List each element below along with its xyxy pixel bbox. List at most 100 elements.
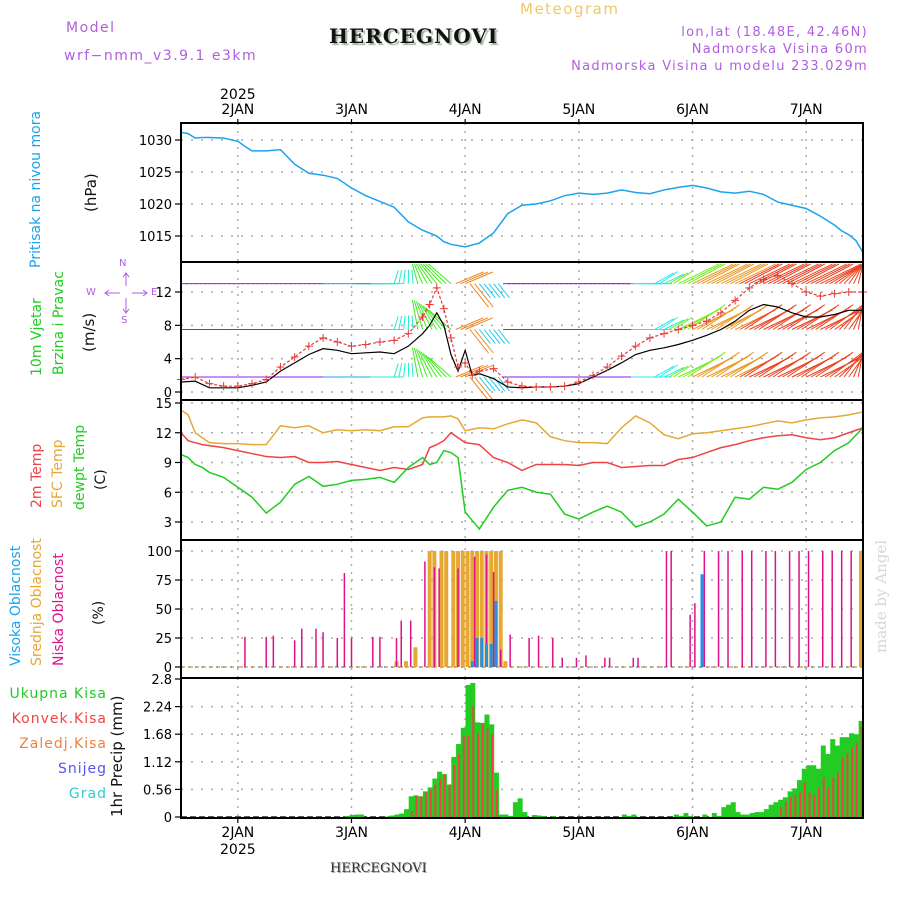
wind-gust-marker	[745, 283, 754, 292]
precip-convective-bar	[832, 777, 835, 817]
wind-arrow	[734, 263, 776, 285]
pressure-line	[180, 131, 864, 254]
wind-gust-marker	[425, 300, 434, 309]
precip-convective-bar	[789, 797, 792, 817]
location-coords: lon,lat (18.48E, 42.46N)	[681, 25, 868, 40]
y-tick-label: 1015	[139, 230, 172, 245]
x-tick-label-bottom: 4JAN	[449, 825, 482, 841]
wind-arrow	[415, 348, 428, 378]
wind-arrow	[701, 263, 740, 285]
wind-arrow	[829, 263, 864, 285]
x-tick-label-bottom: 7JAN	[790, 825, 823, 841]
wind-arrow	[730, 263, 769, 285]
wind-arrow	[673, 271, 693, 285]
wind-gust-marker	[375, 338, 384, 346]
wind-gust-marker	[830, 289, 839, 298]
precip-convective-bar	[420, 796, 423, 817]
wind-gust-marker	[262, 375, 271, 384]
wind-arrow	[403, 315, 406, 330]
precip-convective-bar	[443, 774, 446, 817]
y-tick-label: 8	[164, 319, 172, 334]
precip-total-bar	[403, 809, 409, 817]
y-tick-label: 6	[164, 486, 172, 501]
wind-arrow	[786, 351, 826, 378]
temp-sfc-line	[180, 409, 864, 446]
legend-snow: Snijeg	[57, 761, 107, 777]
precip-convective-bar	[822, 777, 825, 817]
precip-total-bar	[726, 804, 732, 817]
wind-arrow	[663, 366, 685, 378]
wind-arrow	[668, 272, 689, 285]
precip-total-bar	[754, 812, 760, 817]
precip-convective-bar	[462, 735, 465, 817]
precip-convective-bar	[424, 792, 427, 817]
wind-arrow	[488, 376, 501, 392]
y-tick-label: 1.68	[143, 728, 172, 743]
wind-arrow	[393, 315, 399, 330]
wind-arrow	[422, 352, 442, 378]
precip-total-bar	[399, 813, 405, 817]
precip-total-bar	[702, 814, 708, 817]
wind-gust-marker	[418, 313, 427, 321]
wind-arrow	[838, 306, 864, 330]
wind-arrow	[834, 357, 864, 378]
wind-arrow	[413, 263, 424, 284]
wind-gust-marker	[645, 333, 654, 342]
wind-gust-marker	[518, 382, 526, 391]
y-tick-label: 1025	[139, 166, 172, 181]
wind-arrow	[697, 263, 737, 285]
precip-total-bar	[683, 813, 689, 817]
precip-convective-bar	[410, 811, 413, 817]
wind-gust-marker	[702, 317, 711, 326]
wind-arrow	[428, 263, 452, 285]
wind-arrow	[497, 283, 510, 299]
y-tick-label: 2.24	[143, 701, 172, 716]
precip-convective-bar	[836, 772, 839, 817]
precip-convective-bar	[486, 728, 489, 817]
wind-arrow	[663, 273, 685, 285]
wind-arrow	[782, 263, 822, 285]
wind-arrow	[805, 263, 847, 285]
precip-convective-bar	[472, 706, 475, 817]
wind-gust-marker	[773, 271, 782, 280]
precip-total-bar	[735, 812, 741, 817]
wind-arrow	[425, 307, 447, 330]
wind-gust-marker	[319, 333, 328, 342]
precip-total-bar	[740, 814, 746, 817]
precip-total-bar	[503, 814, 509, 817]
wind-arrow	[415, 301, 428, 330]
precip-convective-bar	[439, 778, 442, 817]
y-tick-label: 0	[164, 386, 172, 401]
legend-total-rain: Ukupna Kisa	[9, 686, 107, 702]
wind-arrow	[398, 315, 403, 330]
wind-arrow	[411, 315, 414, 330]
compass-w: W	[86, 287, 96, 298]
station-elevation: Nadmorska Visina 60m	[691, 42, 868, 57]
wind-gust-marker	[333, 338, 342, 346]
wind-arrow	[464, 271, 493, 285]
wind-arrow	[791, 263, 833, 285]
precip-total-bar	[536, 815, 542, 817]
wind-arrow	[654, 272, 674, 285]
wind-arrow	[668, 365, 689, 378]
wind-arrow	[739, 263, 780, 285]
wind-arrow	[730, 351, 769, 378]
wind-arrow	[772, 263, 811, 285]
wind-arrow	[772, 304, 811, 330]
x-tick-label-top: 4JAN	[449, 102, 482, 118]
wind-arrow	[687, 351, 726, 378]
wind-arrow	[673, 316, 693, 330]
precip-convective-bar	[467, 735, 470, 817]
panel-frame	[180, 122, 864, 263]
precip-convective-bar	[491, 734, 494, 817]
wind-arrow	[488, 329, 501, 344]
wind-gust-marker	[475, 367, 484, 376]
wind-gust-marker	[617, 352, 626, 361]
x-tick-label-top: 7JAN	[790, 102, 823, 118]
wind-arrow	[654, 365, 674, 378]
y-tick-label: 1.12	[143, 756, 172, 771]
precip-total-bar	[711, 813, 717, 817]
model-name: wrf−nmm_v3.9.1 e3km	[64, 48, 258, 64]
compass-arrows-icon	[104, 272, 148, 314]
precip-total-bar	[716, 816, 722, 817]
